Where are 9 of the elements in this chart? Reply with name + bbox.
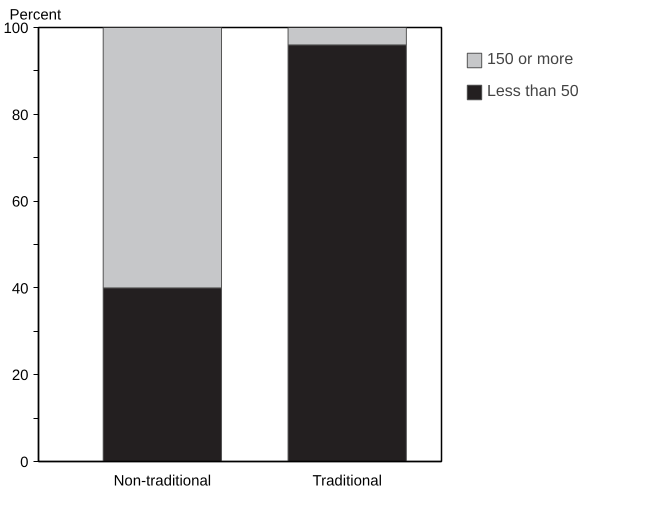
x-tick-label: Traditional — [312, 472, 382, 490]
legend-label: Less than 50 — [487, 83, 579, 101]
y-tick-label: 0 — [20, 454, 28, 471]
y-tick-label: 80 — [12, 106, 29, 124]
y-tick-label: 60 — [12, 194, 29, 211]
legend-label: 150 or more — [487, 51, 574, 69]
y-tick-label: 40 — [12, 280, 29, 298]
x-tick-label: Non-traditional — [114, 472, 212, 490]
y-tick-label: 20 — [12, 367, 29, 384]
